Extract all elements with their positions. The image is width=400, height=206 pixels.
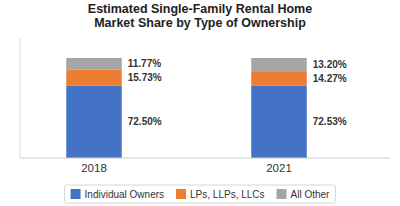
legend-label: Individual Owners: [85, 189, 164, 200]
data-label: 72.53%: [313, 116, 347, 127]
chart: Estimated Single-Family Rental HomeMarke…: [0, 0, 400, 206]
x-axis-line: [20, 158, 390, 159]
data-label: 72.50%: [128, 116, 162, 127]
bar-segment: [251, 58, 307, 71]
title-line: Estimated Single-Family Rental Home: [88, 2, 312, 16]
title-line: Market Share by Type of Ownership: [94, 16, 306, 30]
data-label: 11.77%: [128, 58, 161, 69]
legend-swatch: [176, 189, 186, 199]
legend-swatch: [277, 189, 287, 199]
legend-frame: [65, 185, 336, 203]
y-axis-line: [20, 38, 21, 158]
bar-segment: [66, 70, 122, 86]
legend-label: All Other: [291, 189, 331, 200]
legend-label: LPs, LLPs, LLCs: [190, 189, 264, 200]
legend: Individual Owners LPs, LLPs, LLCs All Othe…: [65, 185, 336, 203]
bar-segment: [251, 85, 307, 158]
x-tick-label: 2018: [81, 162, 107, 174]
x-tick-label: 2021: [266, 162, 292, 174]
bar-segment: [251, 71, 307, 85]
bar-segment: [66, 86, 122, 159]
data-label: 15.73%: [128, 72, 162, 83]
title: Estimated Single-Family Rental HomeMarke…: [88, 2, 312, 30]
data-labels: 72.50% 15.73% 11.77% 72.53% 14.27% 13.20%: [128, 58, 347, 127]
data-label: 14.27%: [313, 73, 347, 84]
legend-swatch: [71, 189, 81, 199]
bars: [66, 58, 307, 158]
bar-segment: [66, 58, 122, 70]
data-label: 13.20%: [313, 59, 347, 70]
